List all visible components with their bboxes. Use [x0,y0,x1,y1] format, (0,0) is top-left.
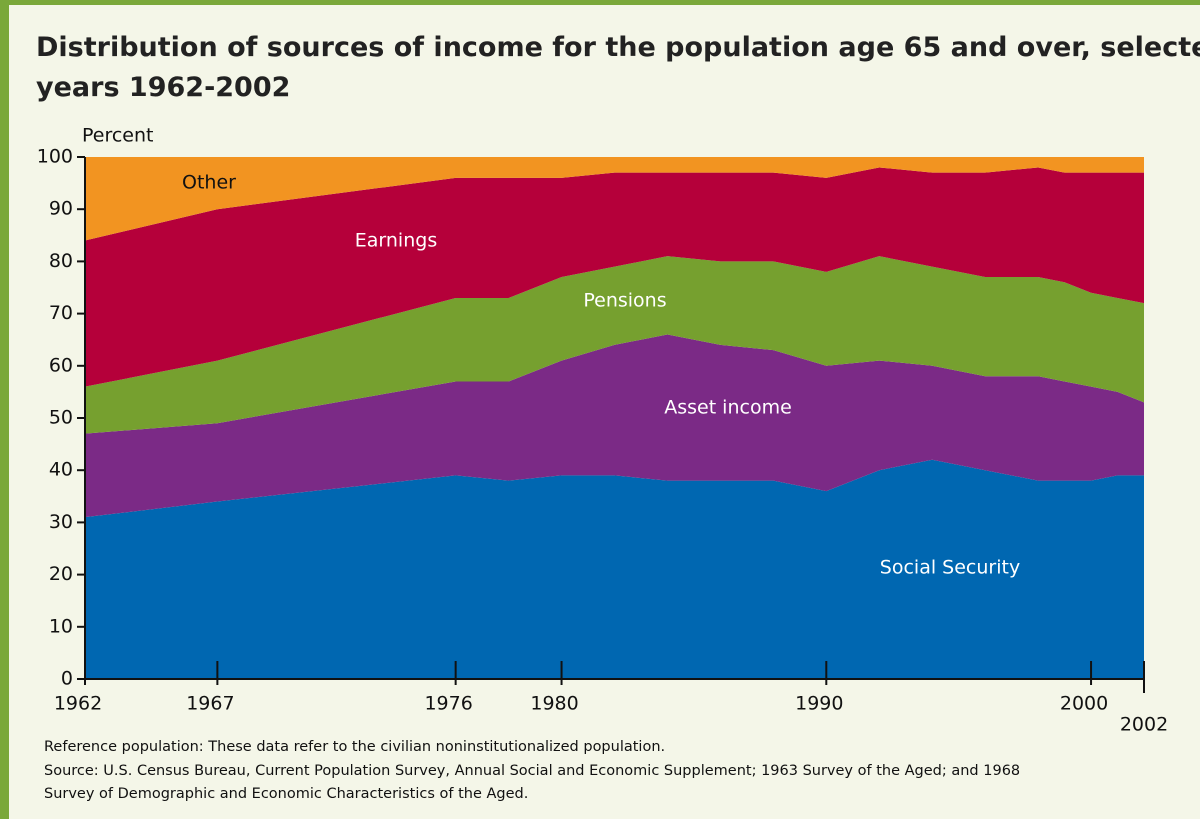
chart-title-line-2: years 1962-2002 [36,72,290,103]
y-tick-label: 80 [49,250,73,272]
area-label: Other [182,172,236,194]
y-tick-label: 50 [49,407,73,429]
area [85,256,1144,434]
y-tick-label: 100 [37,146,73,168]
y-tick-label: 40 [49,459,73,481]
area [85,334,1144,518]
note: Survey of Demographic and Economic Chara… [44,786,528,802]
area [85,167,1144,387]
y-axis-label: Percent [82,125,154,147]
y-tick-label: 70 [49,302,73,324]
x-tick-label: 2000 [1060,693,1108,715]
area [85,459,1144,679]
area-label: Asset income [664,397,792,419]
area-label: Pensions [583,290,666,312]
x-tick-label: 2002 [1120,714,1168,736]
y-tick-label: 20 [49,563,73,585]
y-tick-label: 30 [49,511,73,533]
area-label: Social Security [880,557,1020,579]
x-tick-label: 1976 [424,693,472,715]
y-tick-label: 10 [49,615,73,637]
y-tick-label: 0 [61,668,73,690]
x-tick-label: 1980 [530,693,578,715]
note: Source: U.S. Census Bureau, Current Popu… [44,763,1020,779]
x-tick-label: 1990 [795,693,843,715]
x-tick-label: 1967 [186,693,234,715]
area [85,157,1144,241]
y-tick-label: 90 [49,198,73,220]
area-label: Earnings [355,230,437,252]
chart-title-line-1: Distribution of sources of income for th… [36,32,1200,63]
note: Reference population: These data refer t… [44,739,665,755]
y-tick-label: 60 [49,354,73,376]
x-tick-label: 1962 [54,693,102,715]
